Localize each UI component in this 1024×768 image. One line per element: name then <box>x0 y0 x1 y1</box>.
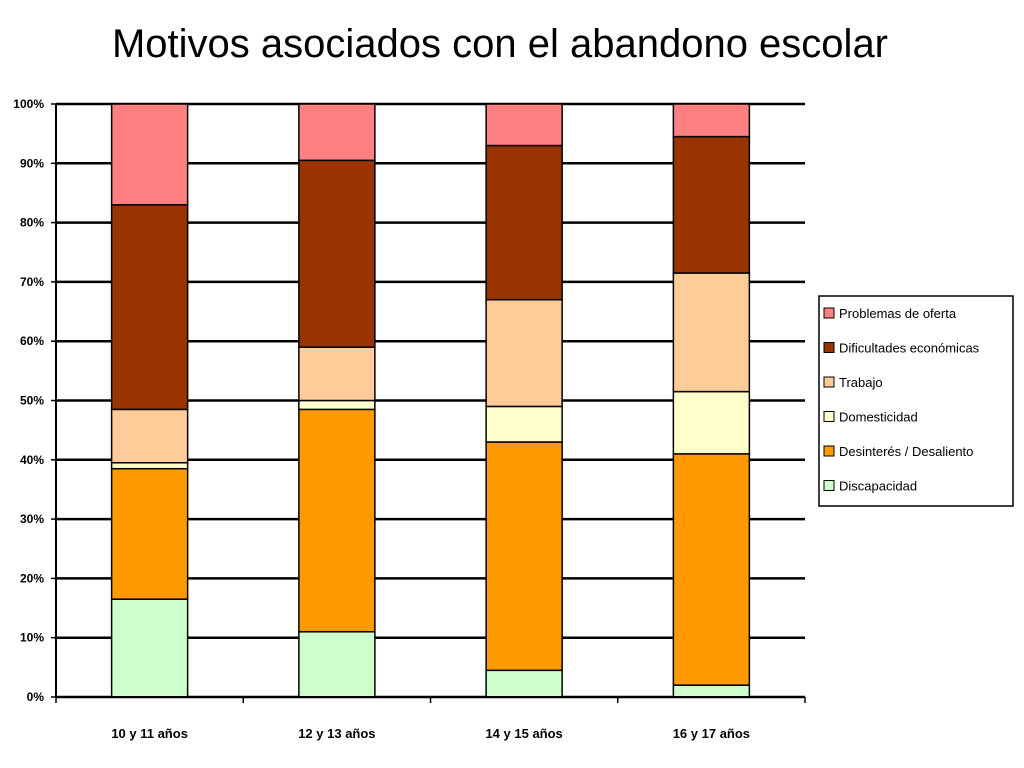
bar-segment-dificultades-económicas <box>298 159 376 348</box>
bar-segment-domesticidad <box>110 462 189 470</box>
legend-label: Domesticidad <box>839 410 918 425</box>
bar-segment-problemas-de-oferta <box>110 103 189 206</box>
legend-swatch <box>823 411 835 422</box>
x-category-label: 12 y 13 años <box>298 726 375 741</box>
bar-segment-problemas-de-oferta <box>298 103 376 162</box>
bar-segment-discapacidad <box>485 669 563 698</box>
bar-segment-trabajo <box>672 272 751 393</box>
y-tick-label: 70% <box>20 275 44 289</box>
bar-segment-domesticidad <box>485 405 563 443</box>
y-tick-label: 10% <box>20 631 44 645</box>
y-tick-label: 20% <box>20 571 44 585</box>
bar-segment-desinterés-desaliento <box>110 467 189 600</box>
bar-segment-trabajo <box>298 346 376 402</box>
legend-label: Dificultades económicas <box>839 341 980 356</box>
bar-segment-domesticidad <box>672 390 751 455</box>
legend-label: Discapacidad <box>839 479 917 494</box>
x-category-label: 10 y 11 años <box>111 726 188 741</box>
bar-segment-discapacidad <box>298 631 376 698</box>
legend-label: Desinterés / Desaliento <box>839 444 973 459</box>
bar-segment-discapacidad <box>672 684 751 698</box>
y-tick-label: 30% <box>20 512 44 526</box>
bar-segment-discapacidad <box>110 598 189 698</box>
bar-segment-dificultades-económicas <box>485 144 563 301</box>
bar-segment-trabajo <box>110 408 189 464</box>
y-tick-label: 40% <box>20 453 44 467</box>
y-tick-label: 50% <box>20 394 44 408</box>
bar-segment-dificultades-económicas <box>672 135 751 274</box>
y-tick-labels: 0% 10% 20% 30% 40% 50% 60% 70% 80% 90% 100% <box>13 97 44 704</box>
bar-segment-problemas-de-oferta <box>485 103 563 147</box>
bar-segment-desinterés-desaliento <box>298 408 376 633</box>
legend-swatch <box>823 480 835 491</box>
y-tick-label: 90% <box>20 156 44 170</box>
legend-box <box>818 295 1014 507</box>
y-tick-label: 80% <box>20 216 44 230</box>
y-tick-label: 0% <box>27 690 45 704</box>
slide-title: Motivos asociados con el abandono escola… <box>111 22 889 66</box>
y-tick-label: 60% <box>20 334 44 348</box>
legend-swatch <box>823 342 835 353</box>
bar-segment-problemas-de-oferta <box>672 103 751 138</box>
x-category-label: 14 y 15 años <box>485 726 562 741</box>
legend: Problemas de oferta Dificultades económic… <box>818 295 1014 507</box>
bars <box>55 103 751 703</box>
legend-label: Trabajo <box>839 375 883 390</box>
x-category-label: 16 y 17 años <box>673 726 750 741</box>
legend-swatch <box>823 307 835 319</box>
bar-segment-dificultades-económicas <box>110 204 189 411</box>
bar-segment-desinterés-desaliento <box>672 453 751 686</box>
legend-swatch <box>823 376 835 388</box>
legend-swatch <box>823 445 835 457</box>
bar-segment-domesticidad <box>298 399 376 411</box>
x-category-labels: 10 y 11 años 12 y 13 años 14 y 15 años 16 y… <box>111 726 750 741</box>
axes <box>55 104 806 703</box>
bar-segment-desinterés-desaliento <box>485 441 563 672</box>
legend-label: Problemas de oferta <box>839 306 957 321</box>
y-tick-label: 100% <box>13 97 44 111</box>
bar-segment-trabajo <box>485 298 563 408</box>
